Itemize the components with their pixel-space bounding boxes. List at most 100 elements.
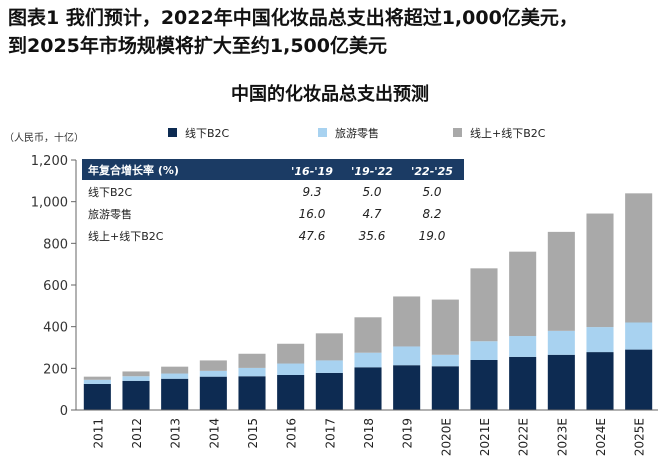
x-tick-label: 2011 (91, 418, 105, 449)
cagr-table: 年复合增长率 (%) '16-'19 '19-'22 '22-'25 线下B2C 9.3 5… (82, 159, 464, 250)
bar-2-2024E (586, 327, 614, 353)
figure-title: 图表1 我们预计，2022年中国化妆品总支出将超过1,000亿美元， 到2025… (8, 4, 658, 60)
legend-swatch-3 (453, 128, 462, 137)
cagr-value: 47.6 (299, 229, 326, 243)
bar-2-2011 (83, 379, 111, 384)
bar-2-2013 (161, 373, 189, 379)
bar-3-2018 (354, 317, 382, 353)
legend: 线下B2C 旅游零售 线上+线下B2C (168, 126, 546, 140)
bar-3-2024E (586, 213, 614, 328)
cagr-value: 4.7 (362, 207, 381, 221)
bar-3-2021E (470, 268, 498, 342)
x-tick-label: 2012 (130, 418, 144, 449)
bar-3-2022E (509, 251, 537, 337)
x-axis: 2011 2012 2013 2014 2015 2016 2017 2018 2019 2020… (76, 409, 658, 456)
legend-swatch-2 (318, 128, 327, 137)
cagr-header-bar (82, 159, 464, 180)
y-tick-label: 600 (43, 279, 68, 294)
bar-2-2014 (199, 370, 227, 377)
cagr-row-label: 线上+线下B2C (88, 229, 164, 243)
cagr-row-label: 旅游零售 (88, 207, 132, 221)
bar-3-2014 (199, 360, 227, 371)
bar-1-2025E (625, 349, 653, 410)
legend-swatch-1 (168, 128, 177, 137)
y-tick-label: 200 (43, 362, 68, 377)
bar-3-2017 (315, 333, 343, 361)
x-tick-label: 2017 (323, 418, 337, 449)
x-tick-label: 2024E (594, 418, 608, 456)
y-tick-label: 1,200 (31, 154, 68, 169)
cagr-period-2: '19-'22 (351, 165, 393, 178)
bar-3-2019 (393, 296, 421, 347)
cagr-value: 5.0 (362, 185, 381, 199)
cagr-period-3: '22-'25 (411, 165, 453, 178)
x-tick-label: 2013 (169, 418, 183, 449)
bar-1-2012 (122, 380, 150, 410)
y-tick-label: 800 (43, 237, 68, 252)
bar-2-2023E (547, 330, 575, 355)
cagr-header-title: 年复合增长率 (%) (88, 163, 179, 177)
bar-1-2011 (83, 383, 111, 410)
figure-title-line1: 图表1 我们预计，2022年中国化妆品总支出将超过1,000亿美元， (8, 7, 578, 29)
y-tick-label: 400 (43, 321, 68, 336)
bar-3-2015 (238, 353, 266, 368)
bar-2-2015 (238, 367, 266, 377)
bar-2-2025E (625, 322, 653, 350)
bar-3-2020E (431, 299, 459, 355)
legend-label-3: 线上+线下B2C (470, 126, 546, 140)
bar-1-2014 (199, 376, 227, 410)
bar-1-2018 (354, 367, 382, 410)
bar-3-2012 (122, 371, 150, 377)
y-tick-label: 0 (60, 404, 68, 419)
bar-2-2017 (315, 360, 343, 373)
figure-title-line2: 到2025年市场规模将扩大至约1,500亿美元 (8, 35, 387, 57)
cagr-row-label: 线下B2C (88, 185, 133, 199)
x-tick-label: 2020E (439, 418, 453, 456)
y-axis-unit-label: （人民币，十亿） (4, 131, 84, 144)
y-tick-label: 1,000 (31, 196, 68, 211)
bar-3-2013 (161, 366, 189, 374)
bar-2-2016 (277, 363, 305, 375)
bar-2-2018 (354, 352, 382, 368)
cagr-value: 9.3 (302, 185, 321, 199)
x-tick-label: 2019 (401, 418, 415, 449)
bar-1-2024E (586, 352, 614, 410)
bar-1-2022E (509, 356, 537, 410)
y-axis: 0 200 400 600 800 1,000 1,200 (31, 154, 77, 419)
cagr-value: 8.2 (422, 207, 441, 221)
cagr-period-1: '16-'19 (291, 165, 333, 178)
x-tick-label: 2018 (362, 418, 376, 449)
x-tick-label: 2025E (633, 418, 647, 456)
x-tick-label: 2023E (555, 418, 569, 456)
legend-label-1: 线下B2C (185, 126, 230, 140)
bar-2-2022E (509, 336, 537, 357)
cagr-body-bg (82, 180, 464, 250)
bar-3-2011 (83, 376, 111, 380)
bar-3-2016 (277, 343, 305, 364)
bar-1-2020E (431, 366, 459, 410)
bar-2-2021E (470, 341, 498, 360)
bars (83, 193, 653, 410)
bar-1-2016 (277, 375, 305, 410)
bar-1-2017 (315, 372, 343, 410)
x-tick-label: 2016 (285, 418, 299, 449)
bar-3-2023E (547, 231, 575, 331)
bar-1-2019 (393, 365, 421, 410)
bar-2-2012 (122, 376, 150, 381)
bar-1-2021E (470, 360, 498, 410)
bar-2-2020E (431, 354, 459, 367)
cagr-value: 16.0 (299, 207, 326, 221)
chart-title: 中国的化妆品总支出预测 (231, 84, 429, 105)
legend-label-2: 旅游零售 (335, 126, 379, 140)
bar-3-2025E (625, 193, 653, 323)
x-tick-label: 2022E (517, 418, 531, 456)
x-tick-label: 2021E (478, 418, 492, 456)
x-tick-label: 2014 (207, 418, 221, 449)
x-tick-label: 2015 (246, 418, 260, 449)
bar-2-2019 (393, 346, 421, 366)
bar-1-2015 (238, 376, 266, 410)
cagr-value: 5.0 (422, 185, 441, 199)
cagr-value: 35.6 (359, 229, 386, 243)
bar-1-2023E (547, 354, 575, 410)
